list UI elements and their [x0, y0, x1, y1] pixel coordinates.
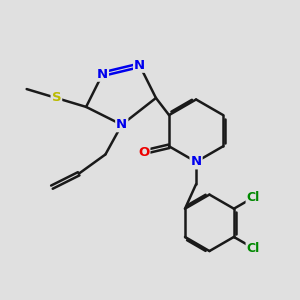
Text: Cl: Cl	[247, 242, 260, 255]
Text: N: N	[97, 68, 108, 81]
Text: N: N	[134, 59, 145, 72]
Text: N: N	[116, 118, 127, 131]
Text: S: S	[52, 92, 61, 104]
Text: Cl: Cl	[247, 191, 260, 204]
Text: N: N	[190, 155, 202, 168]
Text: O: O	[138, 146, 149, 159]
